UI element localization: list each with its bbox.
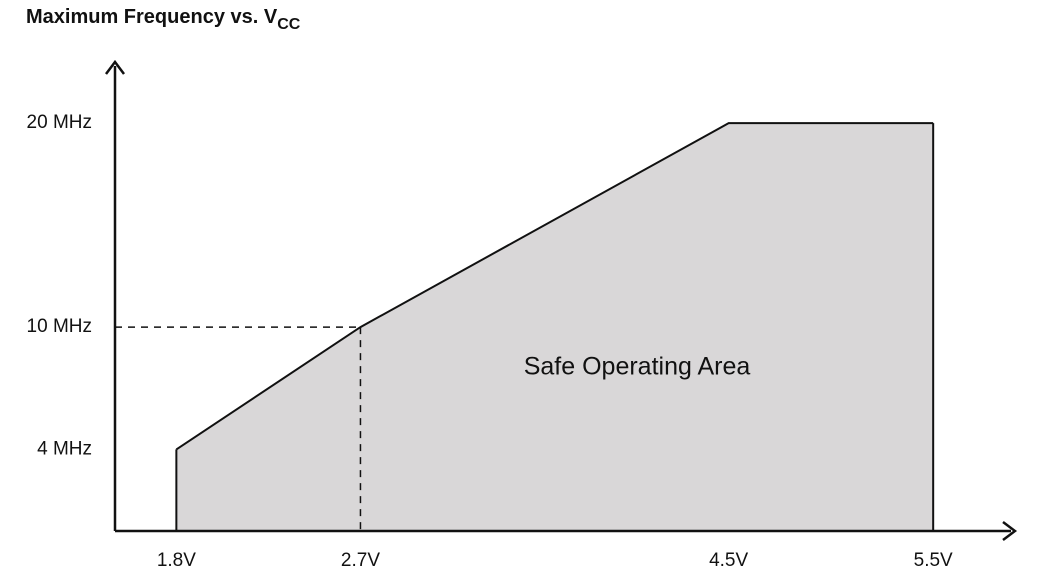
- x-tick-label: 4.5V: [709, 550, 748, 571]
- plot: 4 MHz 10 MHz 20 MHz 1.8V 2.7V 4.5V 5.5V Safe Op…: [27, 59, 1018, 571]
- y-tick-label: 20 MHz: [27, 112, 92, 133]
- y-axis-arrow: [105, 59, 125, 75]
- x-tick-label: 2.7V: [341, 550, 380, 571]
- chart-title-subscript: CC: [277, 16, 301, 33]
- x-tick-label: 1.8V: [157, 550, 196, 571]
- y-tick-label: 10 MHz: [27, 316, 92, 337]
- chart-title-main: Maximum Frequency vs. V: [26, 6, 278, 28]
- area-line: [175, 122, 934, 451]
- y-tick-label: 4 MHz: [37, 438, 92, 459]
- x-axis-arrow: [1002, 521, 1018, 541]
- x-tick-label: 5.5V: [914, 550, 953, 571]
- annotation: Safe Operating Area: [524, 353, 751, 381]
- chart-title: Maximum Frequency vs. VCC: [26, 6, 301, 33]
- area-fill: [176, 123, 934, 531]
